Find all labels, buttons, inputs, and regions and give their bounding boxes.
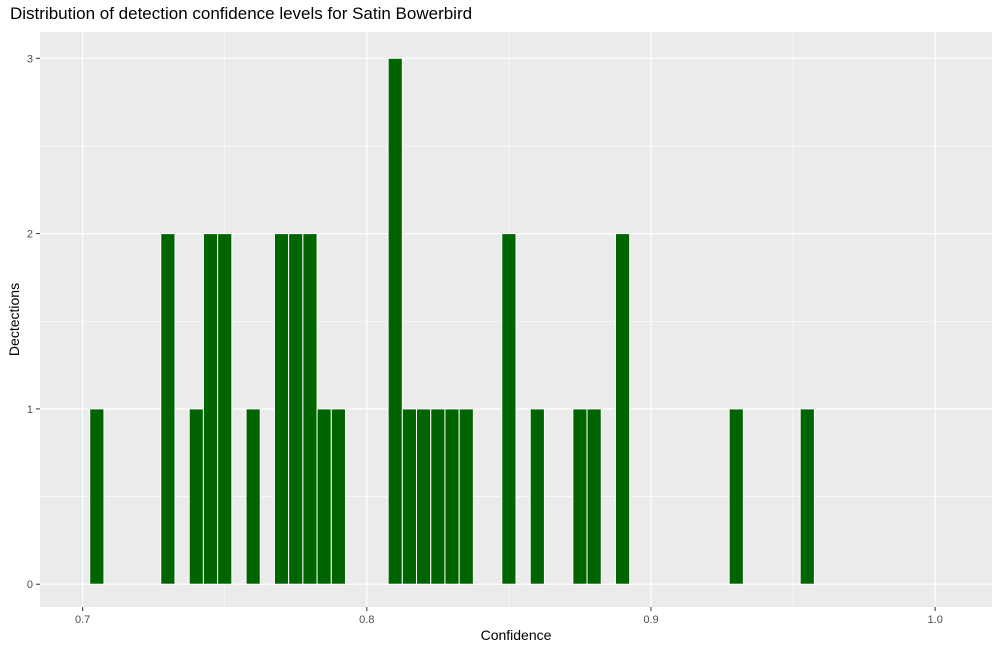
histogram-bar xyxy=(728,408,744,585)
histogram-bar xyxy=(160,233,176,585)
histogram-bar xyxy=(416,408,432,585)
histogram-bar xyxy=(387,57,403,585)
chart-title: Distribution of detection confidence lev… xyxy=(10,4,473,23)
histogram-bar xyxy=(330,408,346,585)
histogram-bar xyxy=(501,233,517,585)
bars xyxy=(89,57,815,585)
histogram-bar xyxy=(288,233,304,585)
histogram-bar xyxy=(245,408,261,585)
y-tick-label: 0 xyxy=(27,579,33,591)
histogram-bar xyxy=(188,408,204,585)
y-tick-label: 1 xyxy=(27,404,33,416)
histogram-bar xyxy=(202,233,219,585)
y-axis-title: Dectections xyxy=(6,283,22,356)
histogram-bar xyxy=(217,233,233,585)
histogram-bar xyxy=(572,408,588,585)
histogram-bar xyxy=(444,408,460,585)
x-tick-label: 1.0 xyxy=(928,614,943,626)
x-axis-title: Confidence xyxy=(481,627,552,643)
histogram-bar xyxy=(89,408,105,585)
histogram-bar xyxy=(302,233,318,585)
x-tick-label: 0.9 xyxy=(643,614,658,626)
histogram-bar xyxy=(586,408,602,585)
y-tick-label: 3 xyxy=(27,53,33,65)
histogram-bar xyxy=(529,408,545,585)
x-tick-label: 0.7 xyxy=(75,614,90,626)
histogram-bar xyxy=(316,408,332,585)
x-tick-label: 0.8 xyxy=(359,614,374,626)
histogram-bar xyxy=(401,408,418,585)
histogram-bar xyxy=(799,408,815,585)
histogram-bar xyxy=(430,408,446,585)
axes: 0.7 0.8 0.9 1.0 0 1 2 3 xyxy=(27,53,943,626)
histogram-bar xyxy=(273,233,290,585)
y-tick-label: 2 xyxy=(27,229,33,241)
histogram-bar xyxy=(614,233,631,585)
histogram-bar xyxy=(458,408,474,585)
